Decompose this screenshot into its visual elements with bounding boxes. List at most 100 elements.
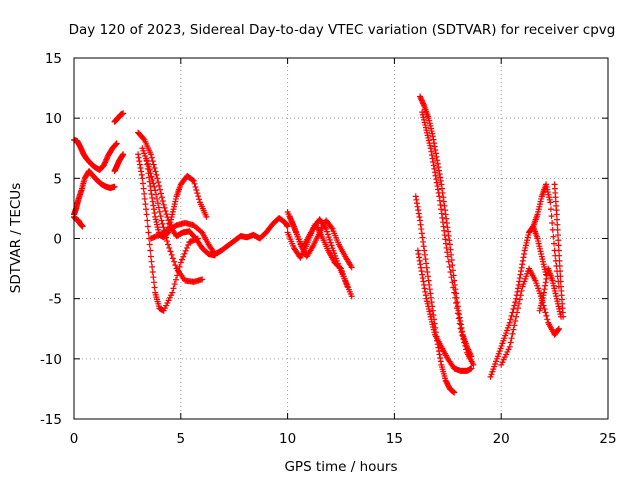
data-point-fill bbox=[422, 292, 429, 299]
data-point-fill bbox=[508, 335, 515, 342]
data-point-fill bbox=[193, 187, 200, 194]
data-point-fill bbox=[150, 279, 157, 286]
data-point-fill bbox=[422, 256, 429, 263]
x-tick-label: 5 bbox=[177, 431, 186, 447]
data-point-fill bbox=[144, 165, 151, 172]
data-point-fill bbox=[515, 281, 522, 288]
series-track-q bbox=[551, 181, 567, 320]
data-point-fill bbox=[148, 154, 155, 161]
series-track-early-b bbox=[71, 168, 118, 218]
data-point-fill bbox=[554, 216, 561, 223]
data-point-fill bbox=[157, 186, 164, 193]
data-point-fill bbox=[136, 158, 143, 165]
data-point-fill bbox=[542, 309, 549, 316]
data-point-fill bbox=[437, 358, 444, 365]
data-point-fill bbox=[431, 143, 438, 150]
data-point bbox=[160, 201, 167, 208]
series-track-n bbox=[498, 265, 562, 368]
data-point-fill bbox=[150, 202, 157, 209]
data-point-fill bbox=[151, 165, 158, 172]
data-point-fill bbox=[139, 180, 146, 187]
data-point-fill bbox=[420, 238, 427, 245]
data-point-fill bbox=[517, 292, 524, 299]
data-point-fill bbox=[146, 241, 153, 248]
data-point-fill bbox=[418, 268, 425, 275]
data-point-fill bbox=[541, 286, 548, 293]
data-point-fill bbox=[157, 213, 164, 220]
data-point bbox=[348, 264, 355, 271]
data-point-fill bbox=[433, 176, 440, 183]
data-point bbox=[517, 271, 524, 278]
data-point-fill bbox=[555, 242, 562, 249]
data-point-fill bbox=[415, 210, 422, 217]
data-point-fill bbox=[436, 351, 443, 358]
data-point-fill bbox=[511, 302, 518, 309]
data-point-fill bbox=[418, 96, 425, 103]
data-point-fill bbox=[141, 195, 148, 202]
data-point bbox=[177, 259, 184, 266]
data-point-fill bbox=[449, 279, 456, 286]
data-point-fill bbox=[417, 264, 424, 271]
data-point-fill bbox=[147, 247, 154, 254]
data-point-fill bbox=[541, 305, 548, 312]
data-marks bbox=[71, 93, 567, 396]
data-point-fill bbox=[144, 161, 151, 168]
data-point-fill bbox=[556, 257, 563, 264]
data-point-fill bbox=[439, 214, 446, 221]
data-point-fill bbox=[145, 229, 152, 236]
data-point-fill bbox=[520, 254, 527, 261]
data-point-fill bbox=[170, 285, 177, 292]
data-point-fill bbox=[456, 320, 463, 327]
data-point-fill bbox=[181, 250, 188, 257]
data-point-fill bbox=[438, 210, 445, 217]
data-point-fill bbox=[149, 198, 156, 205]
data-point bbox=[147, 253, 154, 260]
data-point bbox=[540, 289, 547, 296]
data-point-fill bbox=[555, 237, 562, 244]
data-point-fill bbox=[155, 179, 162, 186]
data-point-fill bbox=[544, 316, 551, 323]
data-point-fill bbox=[442, 240, 449, 247]
series-track-p bbox=[536, 265, 565, 320]
data-point-fill bbox=[437, 201, 444, 208]
data-point-fill bbox=[516, 296, 523, 303]
data-point-fill bbox=[145, 170, 152, 177]
data-point-fill bbox=[432, 172, 439, 179]
data-point bbox=[414, 247, 421, 254]
data-point-fill bbox=[456, 314, 463, 321]
data-point bbox=[190, 177, 197, 184]
data-point-fill bbox=[462, 342, 469, 349]
x-tick-label: 10 bbox=[279, 431, 296, 447]
data-point-fill bbox=[323, 228, 330, 235]
data-point-fill bbox=[420, 100, 427, 107]
data-point-fill bbox=[327, 239, 334, 246]
data-point-fill bbox=[417, 221, 424, 228]
data-point-fill bbox=[435, 167, 442, 174]
data-point-fill bbox=[150, 180, 157, 187]
data-point-fill bbox=[440, 194, 447, 201]
data-point bbox=[120, 151, 127, 158]
data-point-fill bbox=[416, 257, 423, 264]
data-point-fill bbox=[514, 309, 521, 316]
data-point-fill bbox=[424, 273, 431, 280]
data-point-fill bbox=[422, 288, 429, 295]
data-point-fill bbox=[138, 171, 145, 178]
data-point-fill bbox=[325, 234, 332, 241]
data-point-fill bbox=[444, 224, 451, 231]
data-point bbox=[194, 235, 201, 242]
data-point-fill bbox=[454, 299, 461, 306]
data-point bbox=[154, 175, 161, 182]
data-point bbox=[158, 217, 165, 224]
data-point-fill bbox=[138, 168, 145, 175]
series-track-early-a bbox=[71, 136, 120, 173]
data-point-fill bbox=[512, 318, 519, 325]
data-point-fill bbox=[436, 197, 443, 204]
data-point-fill bbox=[194, 190, 201, 197]
data-point-fill bbox=[162, 207, 169, 214]
data-point-fill bbox=[514, 285, 521, 292]
data-point-fill bbox=[153, 195, 160, 202]
data-point-fill bbox=[416, 214, 423, 221]
axis-ticks: 0 5 10 15 20 25 -15 -10 -5 0 5 10 15 bbox=[40, 51, 617, 447]
data-point bbox=[203, 213, 210, 220]
data-point-fill bbox=[453, 305, 460, 312]
